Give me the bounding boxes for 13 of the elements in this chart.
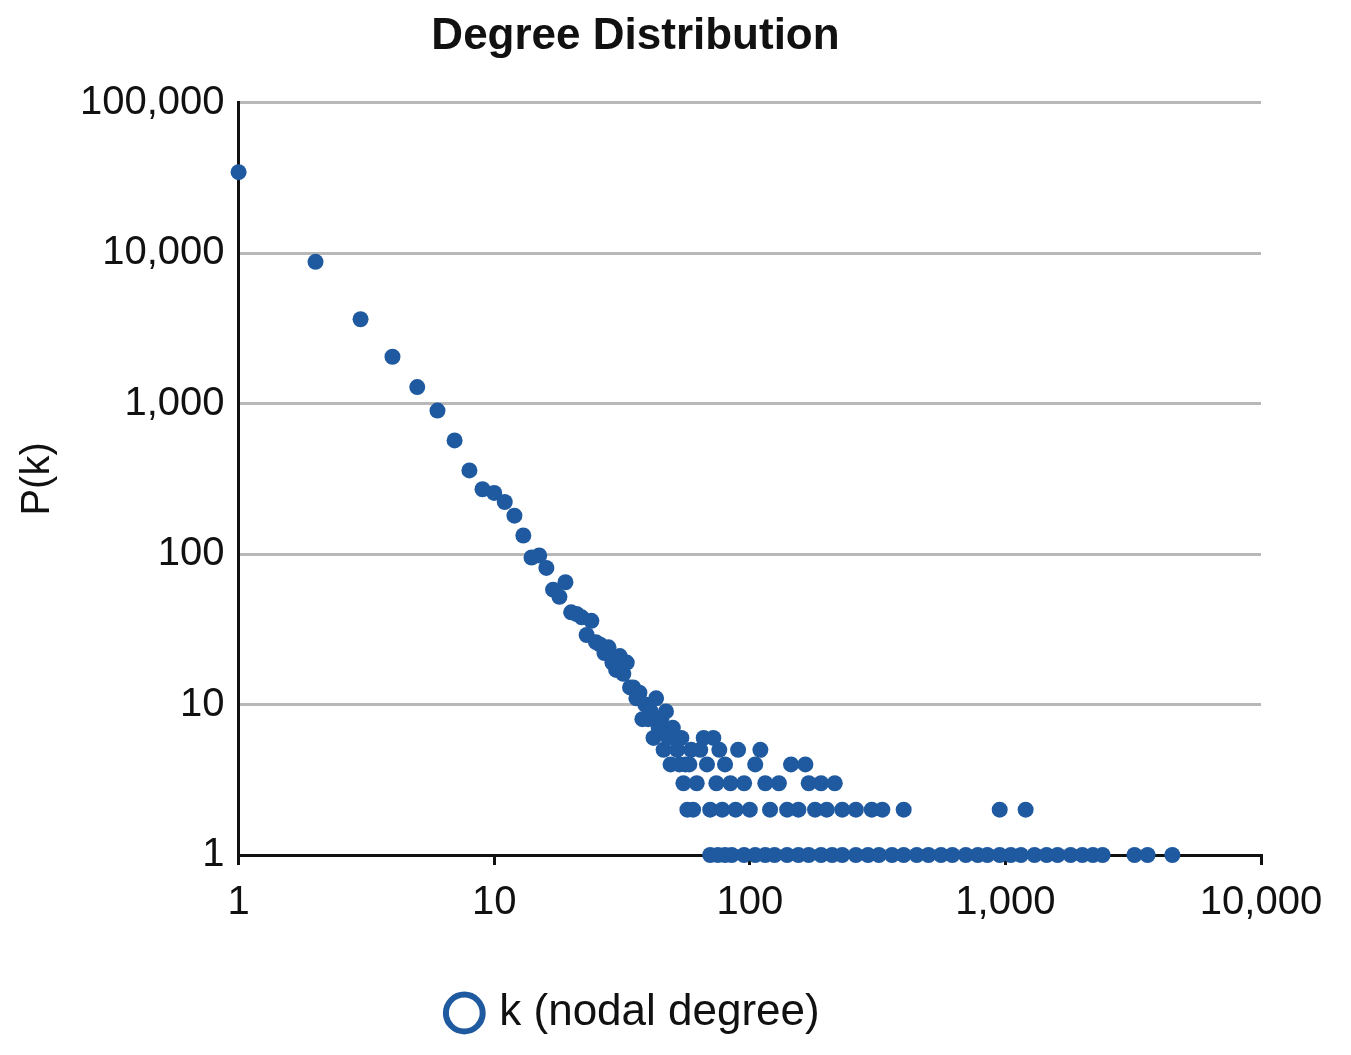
y-axis-title: P(k) <box>13 442 58 516</box>
y-tick-label: 10,000 <box>102 228 225 273</box>
legend-label: k (nodal degree) <box>499 985 820 1035</box>
x-tick-label: 10 <box>471 878 517 923</box>
x-tick-label: 10,000 <box>1199 878 1323 923</box>
y-tick-label: 100 <box>157 529 225 574</box>
x-tick-label: 1,000 <box>955 878 1056 923</box>
y-tick-label: 1,000 <box>124 378 225 423</box>
x-tick-label: 100 <box>716 878 784 923</box>
y-tick-label: 10 <box>180 679 225 724</box>
chart-title: Degree Distribution <box>431 8 840 58</box>
y-tick-label: 100,000 <box>80 77 225 122</box>
y-tick-label: 1 <box>202 830 225 875</box>
